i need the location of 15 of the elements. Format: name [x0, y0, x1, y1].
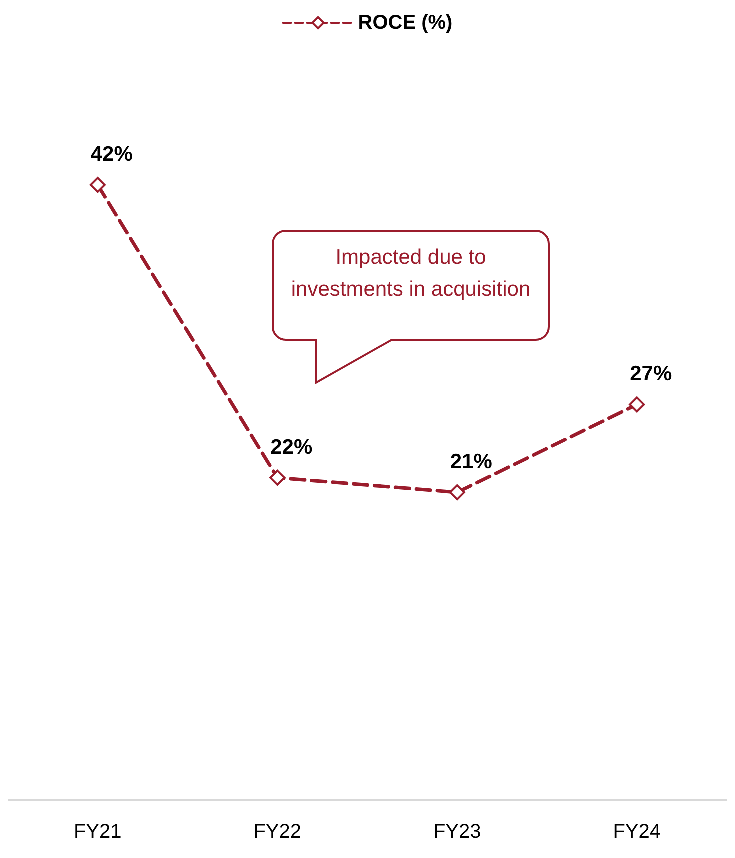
x-tick-label: FY22	[254, 821, 302, 843]
x-tick-label: FY21	[74, 821, 122, 843]
point	[90, 177, 106, 194]
speech-bubble: Impacted due to investments in acquisition	[272, 230, 550, 385]
annotation: Impacted due to investments in acquisition	[290, 245, 532, 303]
point	[449, 484, 466, 501]
data-label: 22%	[270, 436, 313, 459]
x-tick-label: FY24	[613, 821, 662, 843]
data-label: 21%	[450, 450, 493, 474]
point	[270, 470, 286, 486]
point	[629, 396, 646, 413]
data-label: 42%	[90, 143, 134, 166]
data-label: 27%	[630, 362, 672, 386]
legend-label: ROCE (%)	[358, 12, 453, 34]
x-tick-label: FY23	[433, 821, 482, 843]
